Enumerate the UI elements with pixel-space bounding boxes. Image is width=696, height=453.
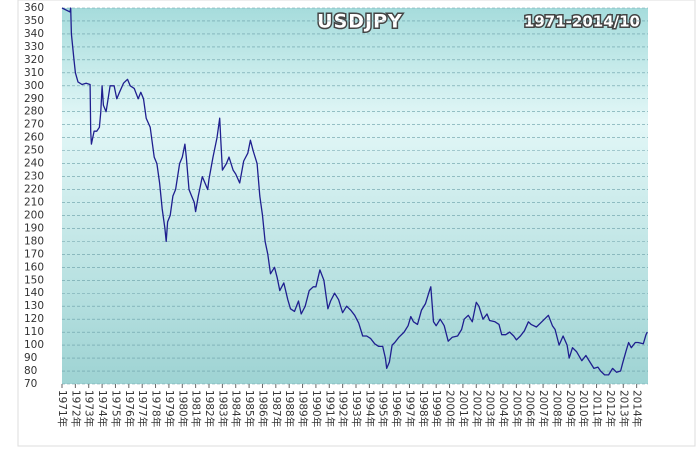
x-tick-label: 1975年 [109, 390, 122, 427]
y-tick-label: 270 [24, 119, 44, 131]
x-tick-label: 1980年 [176, 390, 189, 427]
y-tick-label: 190 [24, 222, 44, 234]
y-tick-label: 140 [24, 287, 44, 299]
y-tick-label: 120 [24, 313, 44, 325]
y-tick-label: 290 [24, 93, 44, 105]
plot-area [62, 8, 648, 384]
x-tick-label: 1983年 [216, 390, 229, 427]
x-tick-label: 1998年 [417, 390, 430, 427]
y-tick-label: 90 [24, 352, 37, 364]
x-tick-label: 2001年 [457, 390, 470, 427]
y-tick-label: 280 [24, 106, 44, 118]
x-tick-label: 1984年 [230, 390, 243, 427]
x-tick-label: 1978年 [150, 390, 163, 427]
x-tick-label: 2014年 [631, 390, 644, 427]
x-tick-label: 1976年 [123, 390, 136, 427]
x-tick-label: 1985年 [243, 390, 256, 427]
x-tick-label: 2009年 [564, 390, 577, 427]
x-tick-label: 2010年 [577, 390, 590, 427]
y-tick-label: 200 [24, 209, 44, 221]
x-tick-label: 2007年 [537, 390, 550, 427]
x-tick-label: 1999年 [430, 390, 443, 427]
y-tick-label: 220 [24, 184, 44, 196]
x-tick-label: 1973年 [83, 390, 96, 427]
x-tick-label: 2004年 [497, 390, 510, 427]
y-tick-label: 110 [24, 326, 44, 338]
x-tick-label: 1972年 [69, 390, 82, 427]
x-tick-label: 2008年 [550, 390, 563, 427]
y-tick-label: 260 [24, 132, 44, 144]
y-tick-label: 250 [24, 145, 44, 157]
x-tick-label: 1987年 [270, 390, 283, 427]
y-tick-label: 350 [24, 15, 44, 27]
x-tick-label: 1982年 [203, 390, 216, 427]
x-tick-label: 2006年 [524, 390, 537, 427]
chart-subtitle: 1971-2014/10 [524, 13, 640, 31]
y-tick-label: 70 [24, 378, 37, 390]
x-tick-label: 1991年 [323, 390, 336, 427]
x-tick-label: 1979年 [163, 390, 176, 427]
x-tick-label: 1993年 [350, 390, 363, 427]
y-tick-label: 180 [24, 235, 44, 247]
x-tick-label: 1974年 [96, 390, 109, 427]
x-tick-label: 1988年 [283, 390, 296, 427]
chart-title: USDJPY [317, 11, 403, 33]
y-tick-label: 80 [24, 365, 37, 377]
x-tick-label: 2002年 [470, 390, 483, 427]
x-tick-label: 2000年 [444, 390, 457, 427]
x-tick-label: 2012年 [604, 390, 617, 427]
x-tick-label: 1995年 [377, 390, 390, 427]
y-tick-label: 100 [24, 339, 44, 351]
y-tick-label: 300 [24, 80, 44, 92]
x-tick-label: 1990年 [310, 390, 323, 427]
y-tick-label: 210 [24, 196, 44, 208]
y-tick-label: 150 [24, 274, 44, 286]
y-tick-label: 330 [24, 41, 44, 53]
y-tick-label: 230 [24, 171, 44, 183]
frame [17, 0, 696, 447]
x-tick-label: 1986年 [256, 390, 269, 427]
x-tick-label: 2011年 [591, 390, 604, 427]
y-tick-label: 360 [24, 2, 44, 14]
x-tick-label: 1992年 [337, 390, 350, 427]
price-line [61, 7, 648, 376]
y-tick-label: 130 [24, 300, 44, 312]
y-tick-label: 340 [24, 28, 44, 40]
x-tick-label: 2003年 [484, 390, 497, 427]
x-tick-label: 2005年 [510, 390, 523, 427]
y-tick-label: 320 [24, 54, 44, 66]
x-tick-label: 1977年 [136, 390, 149, 427]
x-tick-label: 2013年 [617, 390, 630, 427]
x-tick-label: 1971年 [56, 390, 69, 427]
y-tick-label: 160 [24, 261, 44, 273]
x-tick-label: 1996年 [390, 390, 403, 427]
x-tick-label: 1994年 [363, 390, 376, 427]
x-tick-label: 1997年 [403, 390, 416, 427]
x-tick-label: 1989年 [297, 390, 310, 427]
x-tick-label: 1981年 [190, 390, 203, 427]
y-tick-label: 310 [24, 67, 44, 79]
y-tick-label: 170 [24, 248, 44, 260]
y-tick-label: 240 [24, 158, 44, 170]
